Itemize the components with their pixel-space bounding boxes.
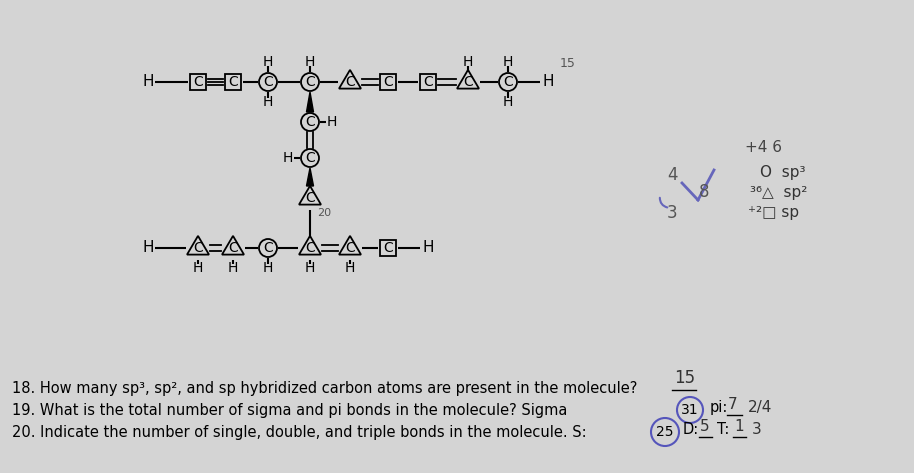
Text: H: H bbox=[503, 95, 513, 109]
Text: H: H bbox=[327, 115, 337, 129]
Text: H: H bbox=[304, 55, 315, 69]
Text: pi:: pi: bbox=[710, 400, 728, 414]
Text: C: C bbox=[305, 75, 315, 89]
Text: C: C bbox=[423, 75, 433, 89]
Text: C: C bbox=[345, 75, 355, 89]
Text: C: C bbox=[193, 75, 203, 89]
Text: C: C bbox=[345, 241, 355, 255]
Text: H: H bbox=[462, 55, 473, 69]
Text: 2/4: 2/4 bbox=[748, 400, 772, 414]
Bar bbox=[380, 74, 396, 90]
Text: C: C bbox=[383, 241, 393, 255]
Text: ³⁶△  sp²: ³⁶△ sp² bbox=[750, 184, 807, 200]
Text: H: H bbox=[503, 55, 513, 69]
Bar bbox=[225, 74, 241, 90]
Text: 8: 8 bbox=[698, 183, 709, 201]
Text: 20. Indicate the number of single, double, and triple bonds in the molecule. S:: 20. Indicate the number of single, doubl… bbox=[12, 424, 587, 439]
Text: C: C bbox=[305, 115, 315, 129]
Text: H: H bbox=[282, 151, 293, 165]
Text: H: H bbox=[542, 75, 554, 89]
Text: C: C bbox=[193, 241, 203, 255]
Text: 25: 25 bbox=[656, 425, 674, 439]
Text: 15: 15 bbox=[560, 58, 576, 70]
Bar bbox=[420, 74, 436, 90]
Text: 3: 3 bbox=[666, 204, 677, 222]
Text: 15: 15 bbox=[674, 369, 696, 387]
Text: H: H bbox=[143, 240, 154, 255]
Text: H: H bbox=[345, 261, 356, 275]
Text: H: H bbox=[263, 55, 273, 69]
Text: +4 6: +4 6 bbox=[745, 140, 782, 156]
Bar bbox=[380, 240, 396, 256]
Text: H: H bbox=[193, 261, 203, 275]
Text: 31: 31 bbox=[681, 403, 699, 417]
Text: C: C bbox=[263, 241, 273, 255]
Text: 19. What is the total number of sigma and pi bonds in the molecule? Sigma: 19. What is the total number of sigma an… bbox=[12, 403, 568, 418]
Text: 1: 1 bbox=[734, 419, 744, 433]
Text: C: C bbox=[305, 241, 315, 255]
Text: H: H bbox=[422, 240, 434, 255]
Text: C: C bbox=[305, 191, 315, 205]
Text: C: C bbox=[305, 151, 315, 165]
Text: C: C bbox=[503, 75, 513, 89]
Text: 3: 3 bbox=[752, 421, 761, 437]
Polygon shape bbox=[306, 168, 314, 186]
Text: C: C bbox=[228, 75, 238, 89]
Text: 4: 4 bbox=[666, 166, 677, 184]
Text: C: C bbox=[463, 75, 473, 89]
Text: ⁺²□ sp: ⁺²□ sp bbox=[748, 205, 799, 220]
Text: H: H bbox=[304, 261, 315, 275]
Text: T:: T: bbox=[717, 421, 729, 437]
Text: D:: D: bbox=[683, 421, 699, 437]
Text: O  sp³: O sp³ bbox=[760, 165, 805, 179]
Bar bbox=[190, 74, 206, 90]
Text: 18. How many sp³, sp², and sp hybridized carbon atoms are present in the molecul: 18. How many sp³, sp², and sp hybridized… bbox=[12, 380, 637, 395]
Text: H: H bbox=[228, 261, 239, 275]
Text: 5: 5 bbox=[700, 419, 709, 433]
Text: H: H bbox=[263, 95, 273, 109]
Text: H: H bbox=[263, 261, 273, 275]
Text: C: C bbox=[228, 241, 238, 255]
Text: H: H bbox=[143, 75, 154, 89]
Text: C: C bbox=[263, 75, 273, 89]
Text: C: C bbox=[383, 75, 393, 89]
Polygon shape bbox=[306, 92, 314, 112]
Text: 7: 7 bbox=[728, 396, 738, 412]
Text: 20: 20 bbox=[317, 208, 331, 218]
